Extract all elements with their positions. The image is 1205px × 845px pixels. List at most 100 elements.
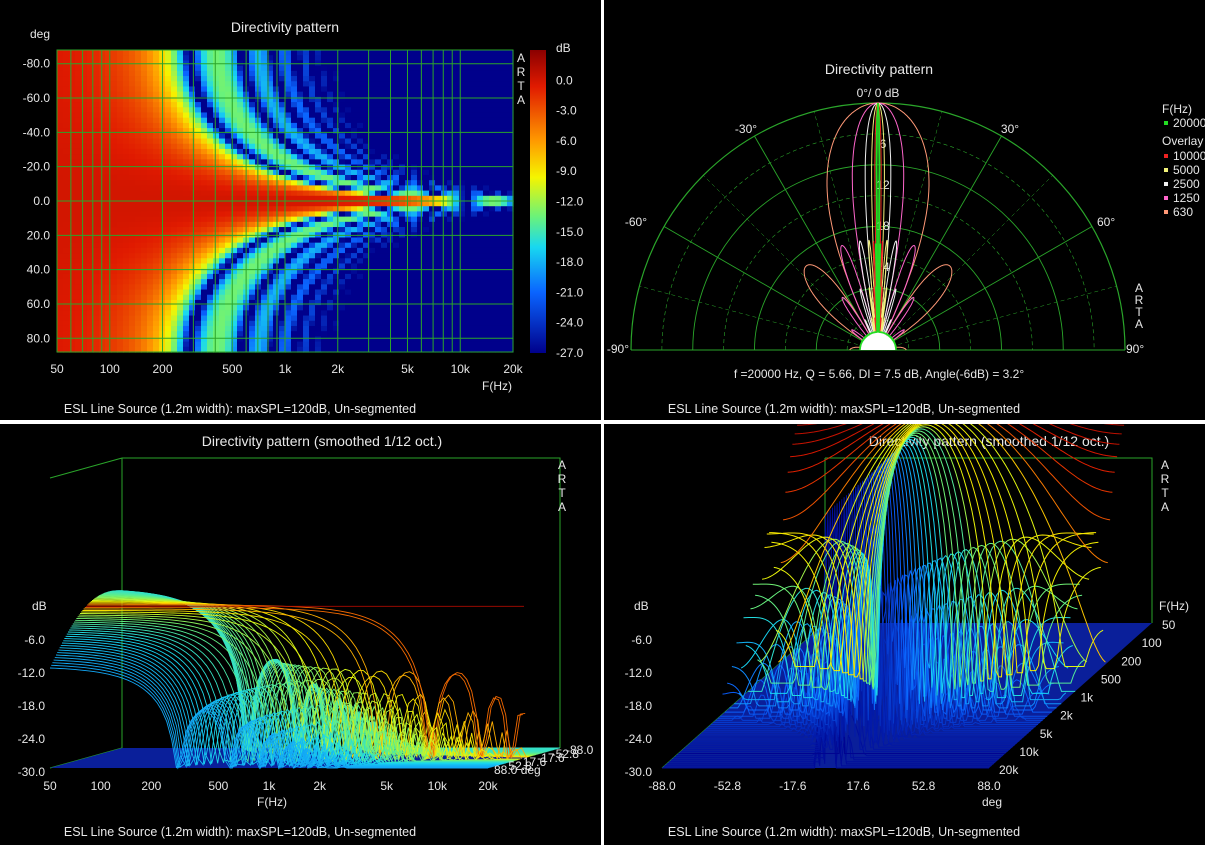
heatmap-cell (249, 289, 256, 296)
heatmap-cell (447, 91, 454, 98)
heatmap-cell (471, 128, 478, 134)
heatmap-cell (99, 336, 106, 343)
heatmap-cell (447, 50, 454, 56)
heatmap-cell (189, 289, 196, 296)
heatmap-cell (123, 336, 130, 343)
heatmap-cell (327, 174, 334, 181)
heatmap-cell (219, 190, 226, 197)
heatmap-cell (321, 331, 328, 337)
heatmap-cell (123, 320, 130, 327)
heatmap-cell (249, 195, 256, 202)
heatmap-cell (315, 102, 322, 108)
heatmap-cell (69, 284, 76, 291)
heatmap-cell (453, 190, 460, 197)
heatmap-cell (75, 138, 82, 145)
heatmap-cell (399, 305, 406, 311)
heatmap-cell (219, 174, 226, 181)
heatmap-cell (489, 242, 496, 249)
heatmap-cell (393, 195, 400, 202)
heatmap-cell (441, 128, 448, 134)
heatmap-cell (399, 55, 406, 62)
heatmap-cell (99, 331, 106, 337)
heatmap-cell (273, 310, 280, 317)
heatmap-cell (465, 138, 472, 145)
heatmap-cell (291, 117, 298, 124)
heatmap-cell (309, 211, 316, 218)
heatmap-cell (447, 164, 454, 171)
heatmap-cell (483, 331, 490, 337)
heatmap-cell (171, 143, 178, 150)
heatmap-cell (201, 268, 208, 275)
heatmap-cell (399, 320, 406, 327)
heatmap-cell (333, 180, 340, 186)
heatmap-cell (189, 221, 196, 228)
heatmap-cell (369, 247, 376, 254)
heatmap-cell (327, 310, 334, 317)
heatmap-cell (483, 325, 490, 332)
heatmap-cell (207, 76, 214, 82)
heatmap-cell (471, 221, 478, 228)
heatmap-cell (189, 325, 196, 332)
heatmap-cell (435, 55, 442, 62)
heatmap-cell (417, 112, 424, 119)
heatmap-cell (189, 284, 196, 291)
heatmap-cell (279, 76, 286, 82)
heatmap-cell (213, 299, 220, 306)
heatmap-cell (135, 50, 142, 56)
heatmap-cell (123, 50, 130, 56)
heatmap-cell (399, 221, 406, 228)
heatmap-cell (291, 211, 298, 218)
heatmap-cell (465, 133, 472, 140)
heatmap-cell (495, 201, 502, 207)
heatmap-cell (441, 237, 448, 244)
heatmap-cell (297, 279, 304, 285)
heatmap-cell (231, 341, 238, 348)
heatmap-cell (381, 201, 388, 207)
heatmap-cell (327, 242, 334, 249)
heatmap-cell (435, 185, 442, 192)
heatmap-cell (393, 279, 400, 285)
heatmap-cell (207, 289, 214, 296)
heatmap-cell (375, 128, 382, 134)
heatmap-cell (375, 237, 382, 244)
heatmap-cell (267, 294, 274, 301)
heatmap-cell (135, 211, 142, 218)
heatmap-cell (423, 70, 430, 77)
heatmap-cell (201, 320, 208, 327)
heatmap-cell (357, 237, 364, 244)
heatmap-cell (465, 201, 472, 207)
heatmap-cell (75, 91, 82, 98)
heatmap-cell (237, 112, 244, 119)
heatmap-cell (99, 86, 106, 93)
heatmap-cell (399, 50, 406, 56)
heatmap-cell (87, 331, 94, 337)
heatmap-cell (345, 154, 352, 160)
heatmap-cell (195, 263, 202, 270)
heatmap-cell (57, 117, 64, 124)
heatmap-cell (201, 96, 208, 103)
heatmap-cell (171, 346, 178, 353)
heatmap-cell (411, 50, 418, 56)
heatmap-cell (495, 159, 502, 166)
heatmap-cell (303, 128, 310, 134)
heatmap-cell (207, 211, 214, 218)
heatmap-cell (273, 91, 280, 98)
heatmap-cell (309, 310, 316, 317)
heatmap-cell (459, 190, 466, 197)
heatmap-cell (357, 294, 364, 301)
heatmap-cell (261, 159, 268, 166)
heatmap-cell (501, 117, 508, 124)
heatmap-cell (429, 216, 436, 223)
heatmap-cell (435, 112, 442, 119)
heatmap-cell (435, 138, 442, 145)
heatmap-cell (201, 55, 208, 62)
heatmap-cell (465, 289, 472, 296)
heatmap-cell (147, 206, 154, 213)
heatmap-cell (99, 247, 106, 254)
heatmap-cell (75, 128, 82, 134)
heatmap-cell (285, 216, 292, 223)
heatmap-cell (99, 211, 106, 218)
heatmap-cell (399, 128, 406, 134)
heatmap-cell (435, 50, 442, 56)
heatmap-cell (399, 201, 406, 207)
